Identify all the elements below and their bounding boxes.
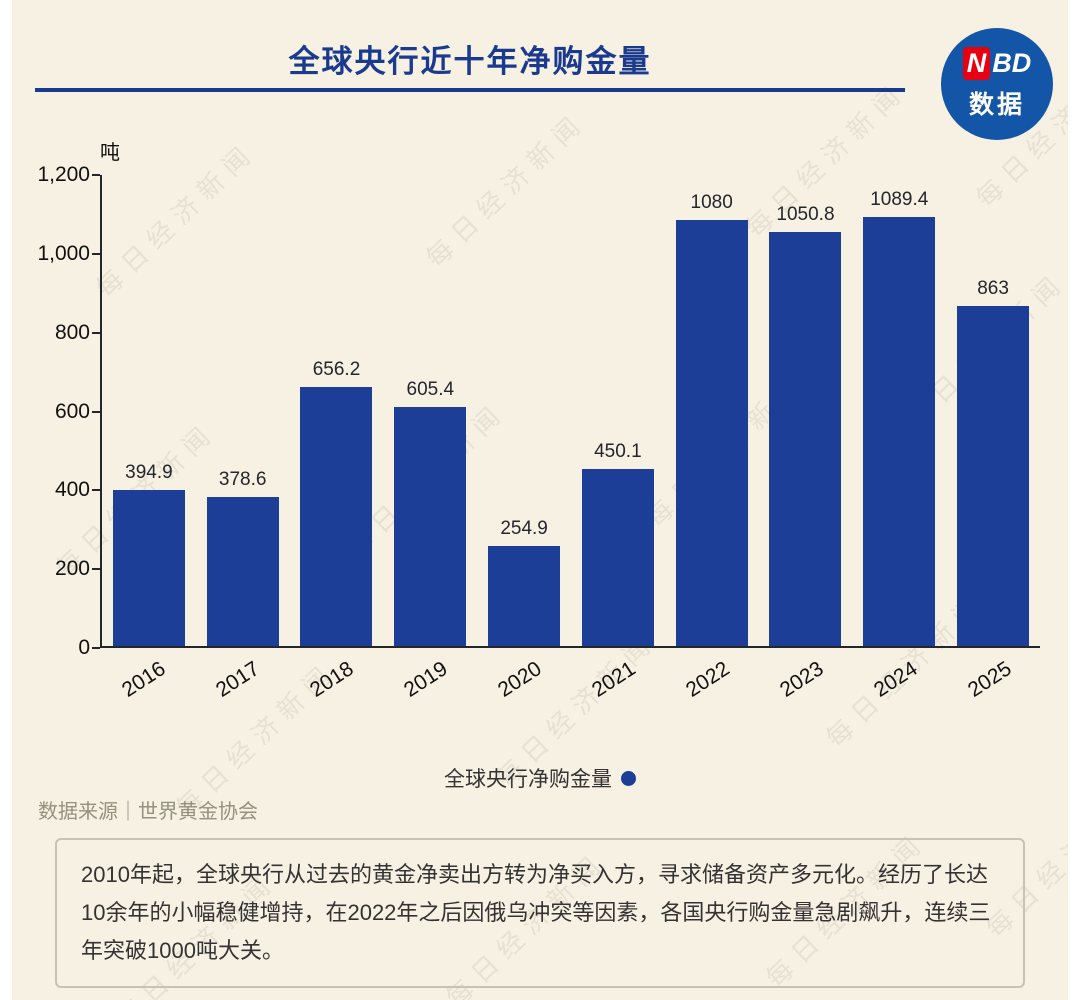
y-tick-label: 0 — [78, 636, 90, 659]
x-axis-label: 2016 — [117, 657, 170, 702]
x-axis-label: 2018 — [305, 657, 358, 702]
bar — [675, 220, 748, 646]
bar-column: 450.1 — [571, 175, 665, 646]
page-gutter-right — [1068, 0, 1080, 1000]
bar-value-label: 605.4 — [406, 379, 455, 400]
y-axis-unit-label: 吨 — [100, 142, 120, 164]
nbd-logo-subtitle: 数据 — [968, 91, 1025, 119]
y-tick-mark — [92, 489, 100, 492]
bar — [112, 490, 185, 646]
bar-value-label: 450.1 — [594, 441, 642, 462]
bar-column: 1089.4 — [852, 175, 946, 646]
bar — [957, 306, 1030, 646]
legend-label: 全球央行净购金量 — [444, 768, 612, 791]
x-axis-labels: 2016 2017 2018 2019 2020 2021 2022 2023 2024 2025 — [100, 654, 1040, 702]
bar-value-label: 378.6 — [218, 469, 267, 490]
x-axis-label: 2019 — [399, 657, 452, 702]
bar — [581, 469, 654, 646]
bar-value-label: 1089.4 — [870, 189, 929, 210]
nbd-logo-bd: BD — [992, 48, 1032, 78]
title-underline — [35, 88, 905, 92]
y-tick-label: 200 — [54, 557, 90, 581]
x-axis-label: 2020 — [493, 657, 546, 702]
bar-column: 378.6 — [196, 175, 290, 646]
bar-value-label: 656.2 — [312, 359, 361, 380]
page-gutter-left — [0, 0, 12, 1000]
bar-value-label: 394.9 — [125, 462, 173, 483]
y-tick-mark — [92, 174, 100, 176]
y-tick-mark — [92, 568, 100, 571]
x-axis-label: 2021 — [587, 657, 640, 702]
page-title: 全球央行近十年净购金量 — [288, 44, 652, 79]
legend: 全球央行净购金量 — [0, 763, 1080, 793]
bars-container: 394.9 378.6 656.2 605.4 254.9 450.1 1080 1050.8… — [102, 175, 1040, 646]
bar-column: 1080 — [665, 175, 759, 646]
y-tick-mark — [92, 410, 100, 413]
note-text: 2010年起，全球央行从过去的黄金净卖出方转为净买入方，寻求储备资产多元化。经历… — [81, 862, 991, 963]
x-axis-label: 2023 — [775, 657, 828, 702]
plot-area: 394.9 378.6 656.2 605.4 254.9 450.1 1080 1050.8… — [92, 174, 1040, 649]
bar — [863, 217, 936, 646]
legend-dot-icon — [621, 770, 636, 786]
y-tick-label: 1,000 — [37, 241, 90, 265]
bar-column: 863 — [946, 175, 1040, 646]
bar-column: 656.2 — [290, 175, 384, 646]
x-axis-label: 2024 — [869, 657, 922, 702]
y-tick-label: 600 — [54, 399, 90, 423]
y-tick-label: 800 — [54, 320, 90, 344]
x-axis-label: 2025 — [963, 657, 1016, 702]
bar — [769, 232, 842, 646]
bar-value-label: 1080 — [690, 192, 733, 213]
y-tick-mark — [92, 252, 100, 255]
x-axis-label: 2022 — [681, 657, 734, 702]
bar-column: 254.9 — [477, 175, 571, 646]
y-tick-label: 1,200 — [37, 163, 90, 186]
nbd-logo: N BD 数据 — [941, 28, 1053, 140]
y-tick-mark — [92, 647, 100, 649]
bar-column: 1050.8 — [759, 175, 853, 646]
y-tick-mark — [92, 331, 100, 334]
bar — [394, 407, 467, 646]
x-axis-label: 2017 — [211, 657, 264, 702]
bar-column: 394.9 — [102, 175, 196, 646]
nbd-logo-n: N — [962, 47, 991, 80]
bar — [206, 497, 279, 646]
y-axis-tick-labels: 1,200 1,000 800 600 400 200 0 — [18, 163, 90, 659]
bar-column: 605.4 — [383, 175, 477, 646]
nbd-logo-text: N BD — [962, 47, 1032, 80]
data-source: 数据来源｜世界黄金协会 — [38, 801, 258, 823]
bar — [488, 546, 561, 646]
bar-value-label: 254.9 — [500, 518, 548, 539]
note-box: 2010年起，全球央行从过去的黄金净卖出方转为净买入方，寻求储备资产多元化。经历… — [55, 838, 1025, 988]
bar-value-label: 1050.8 — [776, 204, 835, 225]
bar-value-label: 863 — [977, 278, 1009, 299]
y-tick-label: 400 — [54, 478, 90, 502]
bar — [300, 387, 373, 646]
